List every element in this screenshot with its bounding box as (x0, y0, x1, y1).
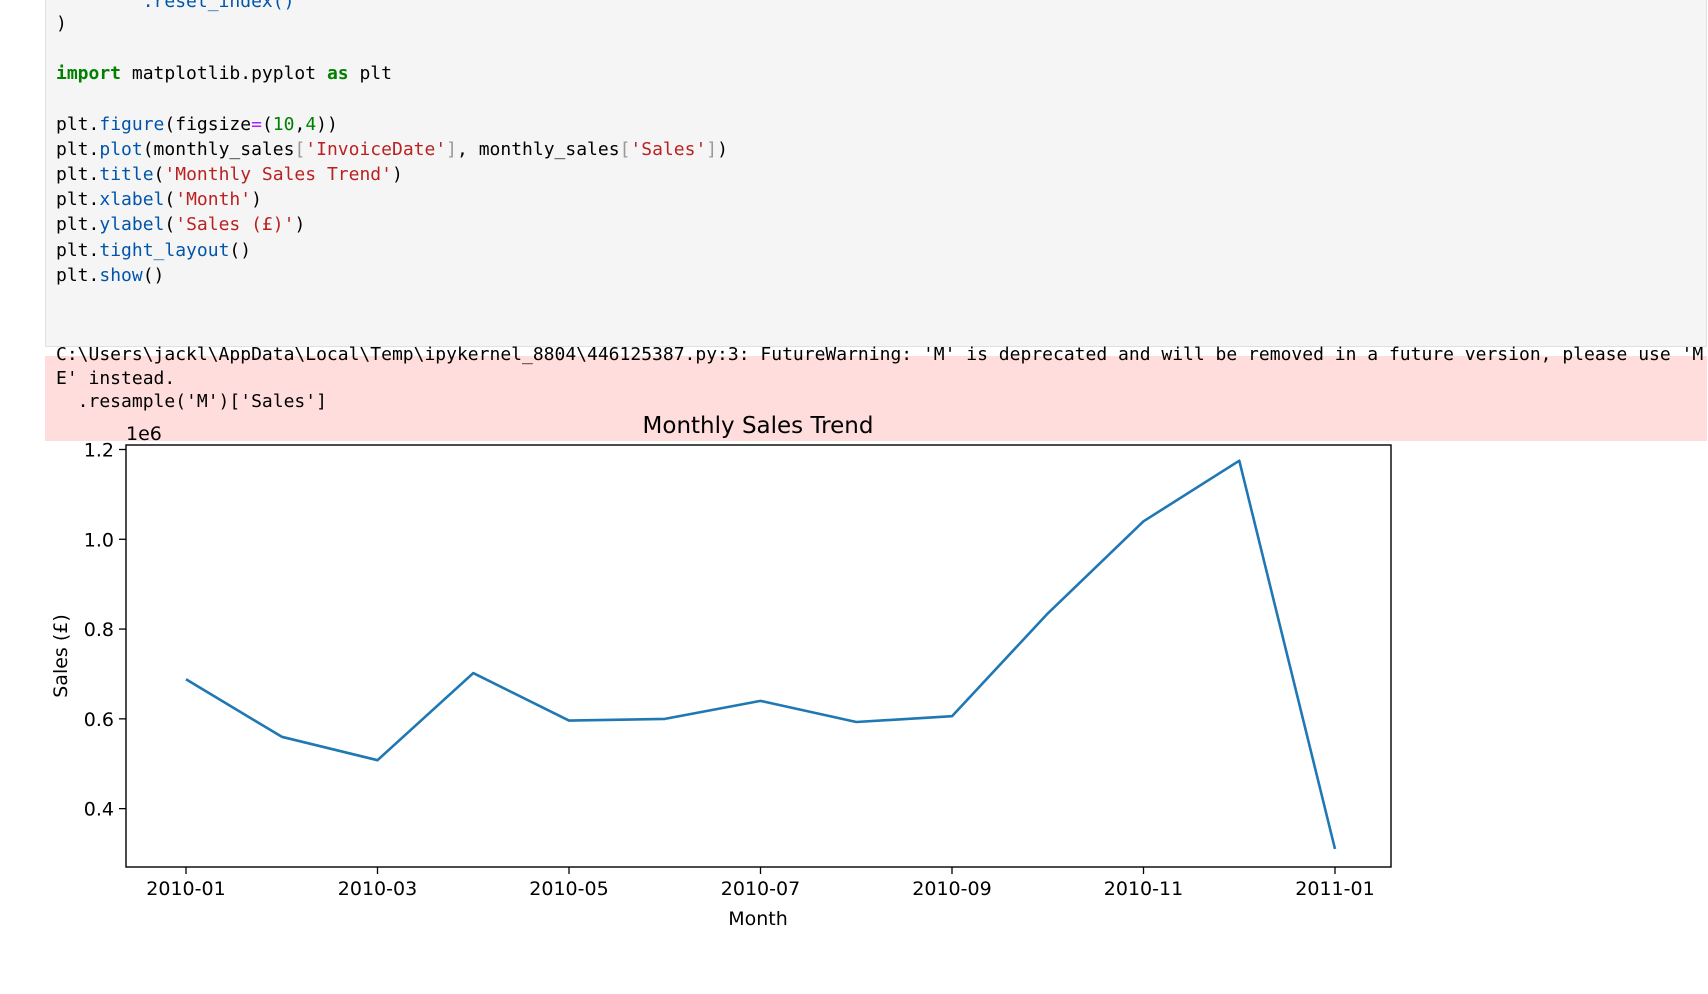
function-name: show (99, 265, 143, 286)
code-text: ) (251, 189, 262, 210)
code-line: .reset_index() (56, 0, 295, 15)
code-text: ( (153, 164, 165, 185)
code-text: () (142, 265, 165, 286)
number: 4 (305, 114, 317, 135)
plot-frame (125, 444, 1392, 868)
x-tick-label: 2010-05 (529, 878, 608, 900)
y-offset-text: 1e6 (126, 423, 162, 445)
function-name: plot (99, 139, 143, 160)
code-text: , (294, 114, 306, 135)
stderr-output: C:\Users\jackl\AppData\Local\Temp\ipyker… (45, 344, 1707, 441)
function-name: ylabel (99, 214, 165, 235)
string: 'Sales (£)' (175, 214, 295, 235)
x-ticks: 2010-01 2010-03 2010-05 2010-07 2010-09 2010-… (146, 867, 1375, 900)
code-text: plt. (56, 139, 100, 160)
string: 'Monthly Sales Trend' (164, 164, 392, 185)
bracket: [ (294, 139, 306, 160)
x-tick-label: 2010-01 (146, 878, 225, 900)
code-line: plt.ylabel('Sales (£)') (56, 212, 305, 238)
operator: = (251, 114, 262, 135)
code-text: plt. (56, 189, 100, 210)
y-tick-label: 1.2 (84, 439, 114, 461)
code-text: ( (261, 114, 273, 135)
function-name: xlabel (99, 189, 165, 210)
y-axis-label: Sales (£) (50, 614, 72, 698)
code-text: ) (717, 139, 728, 160)
keyword: import (56, 63, 122, 84)
chart-output: Monthly Sales Trend 1e6 0.40.60.81.01.2 … (50, 413, 1392, 930)
warning-text: E' instead. (56, 368, 176, 389)
bracket: [ (619, 139, 631, 160)
code-text: ( (164, 189, 176, 210)
x-axis-label: Month (728, 908, 788, 930)
series-line (185, 459, 1337, 850)
code-line: plt.tight_layout() (56, 238, 251, 264)
code-text: plt. (56, 240, 100, 261)
code-text: ) (56, 13, 67, 34)
code-line: plt.show() (56, 263, 164, 289)
function-name: figure (99, 114, 165, 135)
code-line: plt.xlabel('Month') (56, 187, 262, 213)
code-text: plt. (56, 114, 100, 135)
code-text: ( (164, 214, 176, 235)
code-text: plt. (56, 164, 100, 185)
code-line: ) (56, 11, 67, 37)
code-text: ) (391, 164, 403, 185)
number: 10 (272, 114, 295, 135)
code-text: (monthly_sales (142, 139, 295, 160)
code-text: (figsize (164, 114, 252, 135)
code-line: plt.plot(monthly_sales['InvoiceDate'], m… (56, 137, 728, 163)
function-name: tight_layout (99, 240, 230, 261)
code-line: plt.title('Monthly Sales Trend') (56, 162, 403, 188)
x-tick-label: 2011-01 (1295, 878, 1374, 900)
code-text: .reset_index() (56, 0, 295, 12)
bracket: ] (706, 139, 718, 160)
y-tick-label: 1.0 (84, 529, 114, 551)
warning-text: .resample('M')['Sales'] (56, 391, 327, 412)
code-text: () (229, 240, 252, 261)
warning-text: C:\Users\jackl\AppData\Local\Temp\ipyker… (56, 344, 1704, 365)
chart-title: Monthly Sales Trend (643, 413, 874, 439)
x-tick-label: 2010-09 (912, 878, 991, 900)
bracket: ] (446, 139, 458, 160)
x-tick-label: 2010-11 (1104, 878, 1183, 900)
x-tick-label: 2010-07 (721, 878, 800, 900)
string: 'Month' (175, 189, 252, 210)
code-text: plt (348, 63, 392, 84)
code-text: plt. (56, 214, 100, 235)
x-tick-label: 2010-03 (338, 878, 417, 900)
string: 'Sales' (630, 139, 707, 160)
keyword: as (326, 63, 349, 84)
y-tick-label: 0.8 (84, 619, 114, 641)
code-line: import matplotlib.pyplot as plt (56, 61, 392, 87)
y-tick-label: 0.4 (84, 799, 114, 821)
code-text: matplotlib.pyplot (121, 63, 327, 84)
code-text: )) (316, 114, 338, 135)
string: 'InvoiceDate' (305, 139, 447, 160)
code-text: ) (294, 214, 306, 235)
code-text: , monthly_sales (457, 139, 620, 160)
y-ticks: 0.4 0.6 0.8 1.0 1.2 (84, 439, 126, 821)
code-cell[interactable]: .reset_index() ) import matplotlib.pyplo… (45, 0, 1707, 347)
code-line: plt.figure(figsize=(10,4)) (56, 112, 338, 138)
code-text: plt. (56, 265, 100, 286)
y-tick-label: 0.6 (84, 709, 114, 731)
function-name: title (99, 164, 154, 185)
